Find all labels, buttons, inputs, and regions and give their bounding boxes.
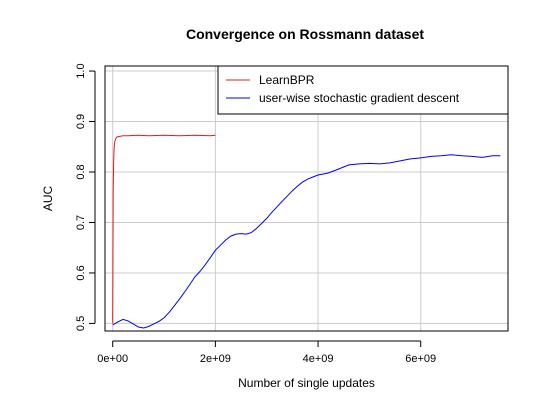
y-axis-label: AUC <box>41 186 55 212</box>
y-axis: 0.5 0.6 0.7 0.8 0.9 1.0 <box>75 63 96 331</box>
x-axis-label: Number of single updates <box>238 376 375 390</box>
series-line-1 <box>112 134 216 324</box>
legend-label: user-wise stochastic gradient descent <box>259 91 460 105</box>
x-axis: 0e+00 2e+09 4e+09 6e+09 <box>97 340 436 365</box>
legend: LearnBPR user-wise stochastic gradient de… <box>217 65 509 115</box>
y-tick-label: 0.9 <box>75 114 87 129</box>
series-line-2 <box>112 154 501 329</box>
x-tick-label: 4e+09 <box>303 353 334 365</box>
x-tick-label: 6e+09 <box>405 353 436 365</box>
x-tick-label: 0e+00 <box>97 353 128 365</box>
chart-title: Convergence on Rossmann dataset <box>186 26 424 42</box>
series-lines <box>112 134 501 329</box>
legend-box <box>217 65 509 115</box>
y-tick-label: 0.5 <box>75 316 87 331</box>
x-tick-label: 2e+09 <box>200 353 231 365</box>
legend-label: LearnBPR <box>259 73 315 87</box>
y-tick-label: 0.7 <box>75 215 87 230</box>
y-tick-label: 0.6 <box>75 265 87 280</box>
y-tick-label: 1.0 <box>75 63 87 78</box>
y-tick-label: 0.8 <box>75 164 87 179</box>
